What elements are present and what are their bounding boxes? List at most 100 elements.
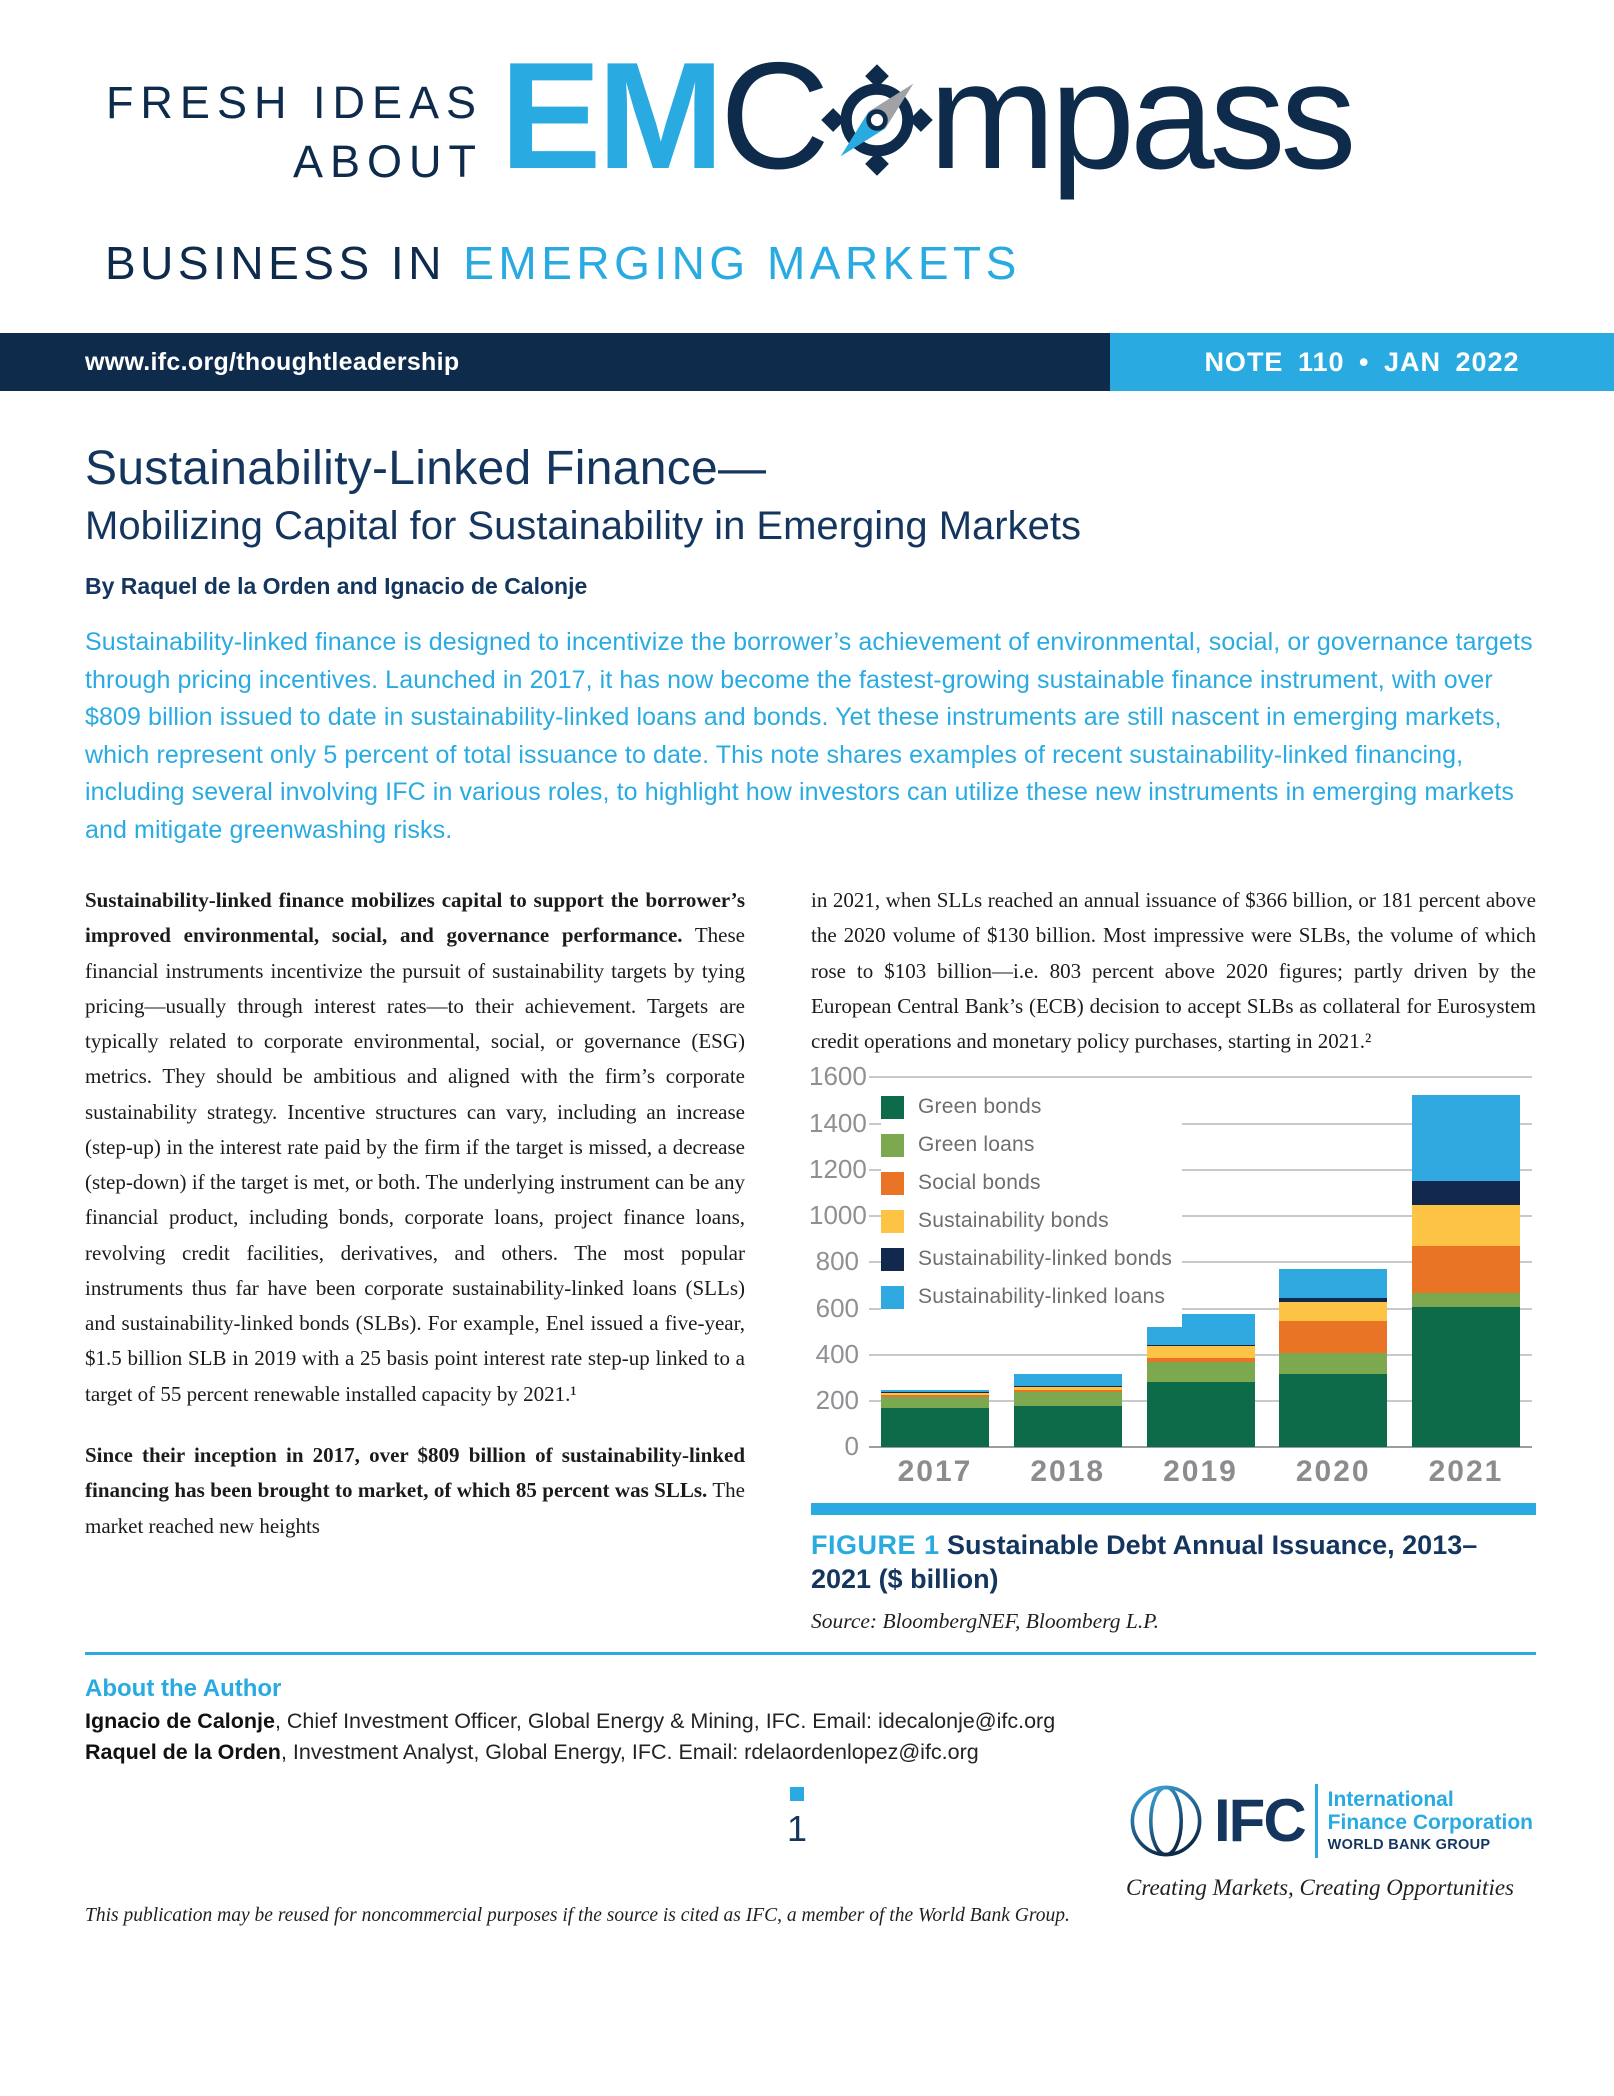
stacked-bar-chart: 0 200 400 600 800 1000 1200 1400 1600 2017 2018 20… (809, 1063, 1536, 1493)
x-tick-label: 2017 (897, 1455, 973, 1489)
top-bar-left: www.ifc.org/thoughtleadership (0, 333, 1110, 391)
y-tick-label: 1200 (809, 1153, 867, 1184)
author-name: Raquel de la Orden (85, 1739, 281, 1764)
y-tick-label: 1600 (809, 1061, 867, 1092)
page-number: 1 (787, 1786, 807, 1850)
bar-segment (881, 1396, 989, 1409)
author-details: , Chief Investment Officer, Global Energ… (274, 1708, 1056, 1733)
body-paragraph-3: in 2021, when SLLs reached an annual iss… (811, 888, 1536, 1054)
paragraph-rest: These financial instruments incentivize … (85, 923, 745, 1406)
byline: By Raquel de la Orden and Ignacio de Cal… (85, 573, 588, 599)
ifc-acronym: IFC (1214, 1787, 1307, 1855)
author-name: Ignacio de Calonje (85, 1708, 275, 1733)
about-the-author: About the Author Ignacio de Calonje, Chi… (85, 1675, 1536, 1765)
legend-label: Social bonds (918, 1171, 1041, 1195)
legend-swatch (881, 1133, 904, 1157)
legend-label: Green loans (918, 1133, 1035, 1157)
body-column-right: in 2021, when SLLs reached an annual iss… (809, 883, 1536, 1634)
top-bar-right: NOTE 110 • JAN 2022 (1110, 333, 1614, 391)
ifc-logo-block: IFC International Finance Corporation WO… (1126, 1781, 1536, 1901)
body-columns: Sustainability-linked finance mobilizes … (85, 883, 1536, 1634)
about-heading: About the Author (85, 1674, 282, 1702)
business-in-text: BUSINESS IN (105, 237, 446, 289)
bar-segment (1279, 1321, 1388, 1354)
chart-y-axis: 0 200 400 600 800 1000 1200 1400 1600 (809, 1063, 867, 1459)
chart-gridline (869, 1215, 1532, 1218)
paragraph-lead: Since their inception in 2017, over $809… (85, 1442, 745, 1503)
abstract: Sustainability-linked finance is designe… (85, 628, 1533, 844)
reuse-notice: This publication may be reused for nonco… (85, 1904, 1070, 1926)
top-bar: www.ifc.org/thoughtleadership NOTE 110 •… (0, 333, 1614, 391)
chart-bars (869, 1077, 1532, 1448)
legend-item: Sustainability-linked bonds (881, 1247, 1172, 1271)
x-tick-label: 2018 (1030, 1455, 1106, 1489)
bar-segment (1013, 1405, 1122, 1448)
ifc-logo: IFC International Finance Corporation WO… (1126, 1781, 1536, 1861)
compass-icon (821, 64, 933, 176)
chart-plot (869, 1076, 1532, 1449)
legend-swatch (881, 1171, 904, 1195)
bar-segment (1013, 1373, 1122, 1387)
page-title-line1: Sustainability-Linked Finance— (85, 442, 767, 495)
figure-label: FIGURE 1 (811, 1530, 940, 1561)
legend-label: Sustainability-linked loans (918, 1285, 1166, 1309)
legend-item: Green loans (881, 1133, 1172, 1157)
bar-segment (1412, 1293, 1520, 1307)
fresh-ideas-text: FRESH IDEAS (105, 77, 483, 128)
chart-gridline (869, 1076, 1532, 1079)
body-paragraph-2: Since their inception in 2017, over $809… (85, 1438, 745, 1544)
logo-em: EM (500, 31, 724, 201)
masthead-left-text: FRESH IDEAS ABOUT (85, 74, 483, 191)
author-details: , Investment Analyst, Global Energy, IFC… (280, 1739, 979, 1764)
stacked-bar-2018 (1013, 1373, 1122, 1448)
y-tick-label: 1000 (809, 1200, 867, 1231)
legend-item: Green bonds (881, 1095, 1172, 1119)
page-title-line2: Mobilizing Capital for Sustainability in… (85, 504, 1081, 548)
note-number-date: NOTE 110 • JAN 2022 (1204, 346, 1520, 377)
chart-x-labels: 2017 2018 2019 2020 2021 (869, 1455, 1532, 1489)
bar-segment (1279, 1297, 1388, 1302)
world-bank-group: WORLD BANK GROUP (1327, 1837, 1491, 1854)
bar-segment (881, 1390, 989, 1392)
chart-legend: Green bonds Green loans Social bonds Sustai… (881, 1091, 1183, 1328)
chart-gridline (869, 1261, 1532, 1264)
bar-segment (1412, 1245, 1520, 1294)
legend-swatch (881, 1209, 904, 1233)
legend-item: Sustainability bonds (881, 1209, 1172, 1233)
legend-swatch (881, 1095, 904, 1119)
figure-source: Source: BloombergNEF, Bloomberg L.P. (811, 1608, 1159, 1633)
legend-item: Sustainability-linked loans (881, 1285, 1172, 1309)
stacked-bar-2019 (1146, 1313, 1255, 1448)
x-tick-label: 2021 (1428, 1455, 1504, 1489)
bar-segment (1279, 1353, 1388, 1375)
y-tick-label: 400 (815, 1338, 859, 1369)
masthead: FRESH IDEAS ABOUT EMC mpass BUSINESS IN E… (0, 0, 1614, 333)
page-footer: 1 This publication may be reused for non… (85, 1775, 1536, 1945)
globe-icon (1130, 1785, 1202, 1857)
x-tick-label: 2019 (1163, 1455, 1238, 1489)
bar-segment (1013, 1389, 1122, 1392)
bar-segment (1146, 1358, 1255, 1363)
bar-segment (1146, 1344, 1255, 1347)
chart-gridline (869, 1446, 1532, 1449)
legend-label: Sustainability bonds (918, 1209, 1109, 1233)
legend-item: Social bonds (881, 1171, 1172, 1195)
page-number-dot (790, 1786, 805, 1801)
bar-segment (881, 1394, 989, 1397)
legend-label: Sustainability-linked bonds (918, 1247, 1173, 1271)
ifc-name: International Finance Corporation (1327, 1788, 1534, 1835)
chart-gridline (869, 1168, 1532, 1171)
masthead-bottom-text: BUSINESS IN EMERGING MARKETS (105, 236, 1021, 290)
y-tick-label: 1400 (809, 1107, 867, 1138)
thought-leadership-url[interactable]: www.ifc.org/thoughtleadership (85, 347, 460, 376)
figure-1: 0 200 400 600 800 1000 1200 1400 1600 2017 2018 20… (809, 1063, 1536, 1634)
body-paragraph-1: Sustainability-linked finance mobilizes … (85, 883, 745, 1412)
y-tick-label: 600 (815, 1292, 859, 1323)
bar-segment (1146, 1381, 1255, 1448)
ifc-logo-divider (1314, 1783, 1318, 1858)
bar-segment (1412, 1095, 1520, 1181)
bar-segment (1279, 1269, 1388, 1298)
author-line: Raquel de la Orden, Investment Analyst, … (85, 1740, 1536, 1765)
ifc-tagline: Creating Markets, Creating Opportunities (1126, 1874, 1515, 1900)
